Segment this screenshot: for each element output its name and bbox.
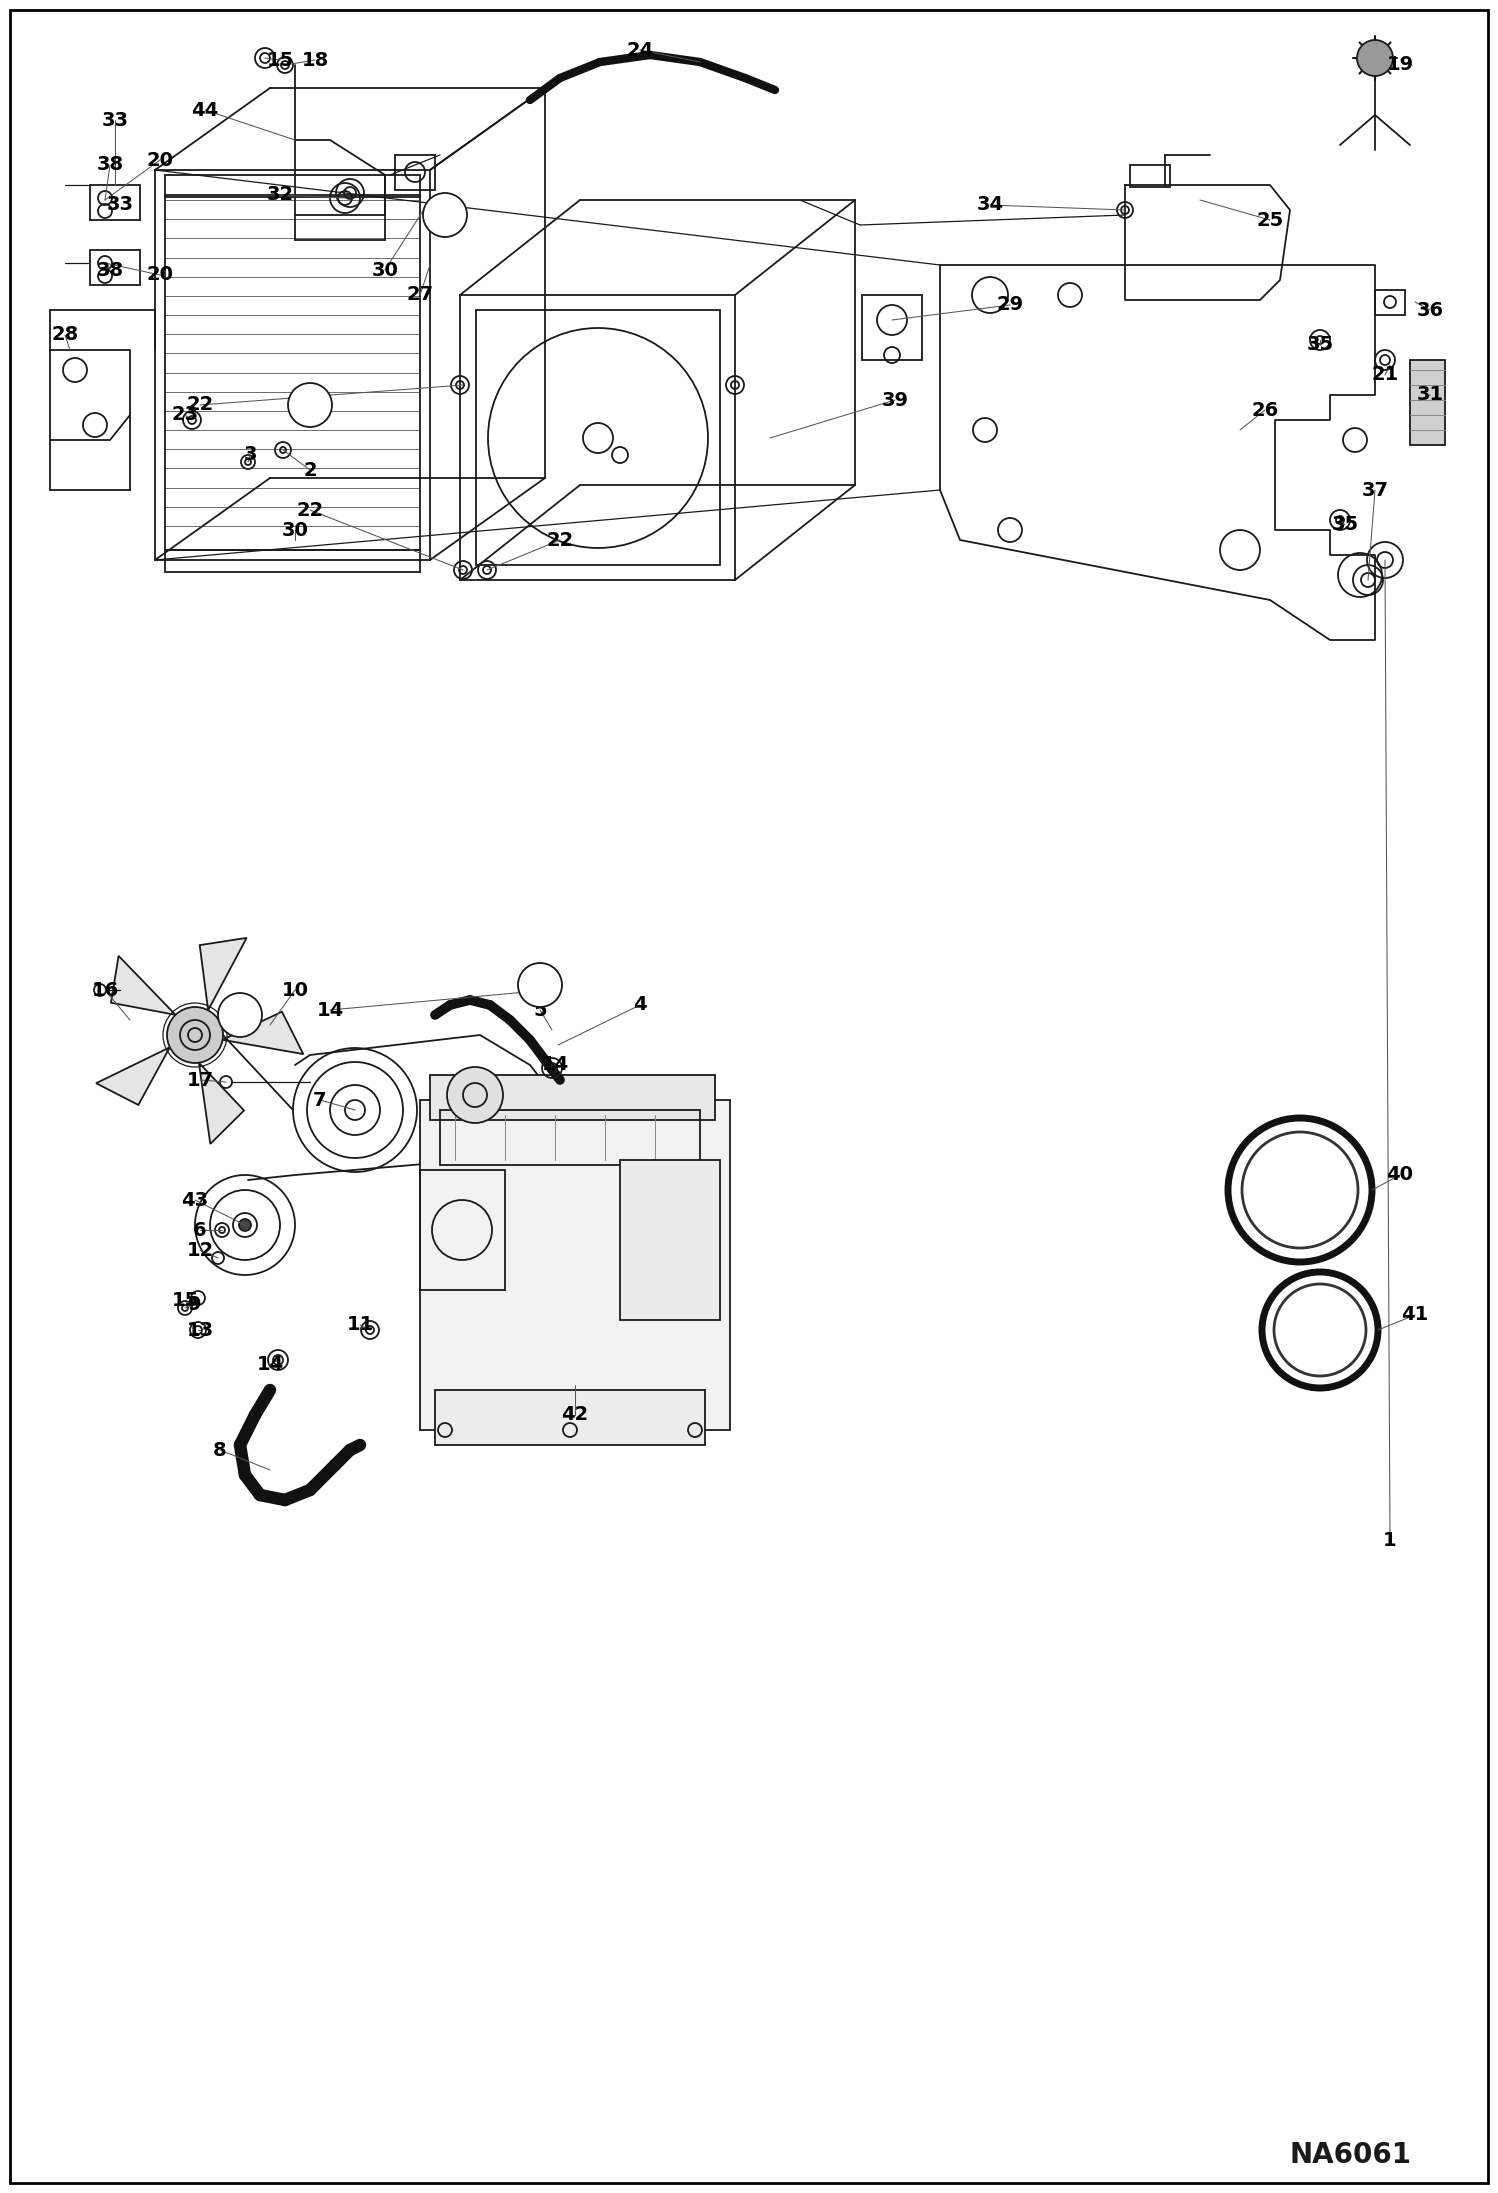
Bar <box>165 550 419 572</box>
Text: 36: 36 <box>1417 300 1444 320</box>
Text: 31: 31 <box>1417 386 1444 404</box>
Text: 3: 3 <box>243 445 256 465</box>
Text: 14: 14 <box>316 1000 343 1020</box>
Text: 15: 15 <box>171 1289 199 1309</box>
Text: 20: 20 <box>147 265 174 285</box>
Text: 5: 5 <box>533 1000 547 1020</box>
Text: 6: 6 <box>193 1222 207 1239</box>
Text: 19: 19 <box>1387 55 1414 75</box>
Text: 24: 24 <box>626 39 653 59</box>
Bar <box>1129 164 1170 186</box>
Bar <box>434 1390 706 1445</box>
Text: B: B <box>303 395 318 414</box>
Bar <box>861 296 921 360</box>
Circle shape <box>422 193 467 237</box>
Bar <box>90 184 139 219</box>
Text: 18: 18 <box>301 50 328 70</box>
Text: 10: 10 <box>282 980 309 1000</box>
Text: 27: 27 <box>406 285 433 305</box>
Text: 37: 37 <box>1362 480 1389 500</box>
Text: 16: 16 <box>91 980 118 1000</box>
Text: 33: 33 <box>102 110 129 129</box>
Text: 22: 22 <box>297 500 324 520</box>
Text: 22: 22 <box>547 531 574 550</box>
Text: 30: 30 <box>282 520 309 539</box>
Text: 14: 14 <box>541 1055 569 1075</box>
Text: 35: 35 <box>1332 515 1359 535</box>
Bar <box>476 309 721 566</box>
Text: 40: 40 <box>1387 1164 1414 1184</box>
Text: 13: 13 <box>186 1320 214 1340</box>
Text: 26: 26 <box>1251 401 1279 419</box>
Text: 35: 35 <box>1306 336 1333 355</box>
Text: NA6061: NA6061 <box>1288 2140 1411 2169</box>
Text: 32: 32 <box>267 186 294 204</box>
Text: B: B <box>232 1004 249 1024</box>
Text: A: A <box>532 976 548 996</box>
Bar <box>620 1160 721 1320</box>
Circle shape <box>518 963 562 1007</box>
Text: 34: 34 <box>977 195 1004 215</box>
Text: 38: 38 <box>96 261 123 279</box>
Circle shape <box>166 1007 223 1064</box>
Text: 7: 7 <box>313 1090 327 1110</box>
Text: 14: 14 <box>256 1355 283 1375</box>
Text: 9: 9 <box>189 1296 202 1314</box>
Text: 41: 41 <box>1401 1305 1429 1325</box>
Bar <box>440 1110 700 1164</box>
Text: 25: 25 <box>1257 211 1284 230</box>
Text: 29: 29 <box>996 296 1023 314</box>
Bar <box>1375 289 1405 316</box>
Text: 23: 23 <box>171 406 199 425</box>
Polygon shape <box>199 1064 244 1145</box>
Text: 8: 8 <box>213 1441 226 1461</box>
Text: 11: 11 <box>346 1316 373 1336</box>
Polygon shape <box>111 956 175 1015</box>
Circle shape <box>288 384 333 428</box>
Bar <box>430 1075 715 1121</box>
Circle shape <box>219 993 262 1037</box>
Polygon shape <box>223 1011 303 1055</box>
Bar <box>90 250 139 285</box>
Bar <box>419 1101 730 1430</box>
Text: 12: 12 <box>186 1241 214 1259</box>
Circle shape <box>446 1068 503 1123</box>
Text: 28: 28 <box>51 325 78 344</box>
Polygon shape <box>199 939 247 1011</box>
Circle shape <box>240 1219 252 1230</box>
Text: 4: 4 <box>634 996 647 1015</box>
Bar <box>165 195 419 550</box>
Text: 30: 30 <box>372 261 398 279</box>
Text: A: A <box>437 204 452 226</box>
Text: 20: 20 <box>147 151 174 169</box>
Text: 38: 38 <box>96 156 123 175</box>
Text: 44: 44 <box>192 101 219 118</box>
Text: 2: 2 <box>303 461 316 480</box>
Text: 1: 1 <box>1383 1531 1396 1550</box>
Text: 33: 33 <box>106 195 133 215</box>
Bar <box>419 1171 505 1289</box>
Polygon shape <box>96 1048 169 1105</box>
Text: 15: 15 <box>267 50 294 70</box>
Bar <box>1410 360 1446 445</box>
Bar <box>395 156 434 191</box>
Bar <box>165 175 419 197</box>
Text: 39: 39 <box>881 390 908 410</box>
Text: 17: 17 <box>186 1070 214 1090</box>
Text: 42: 42 <box>562 1406 589 1425</box>
Text: 21: 21 <box>1371 366 1399 384</box>
Circle shape <box>1357 39 1393 77</box>
Text: 43: 43 <box>181 1191 208 1211</box>
Text: 22: 22 <box>186 395 214 414</box>
